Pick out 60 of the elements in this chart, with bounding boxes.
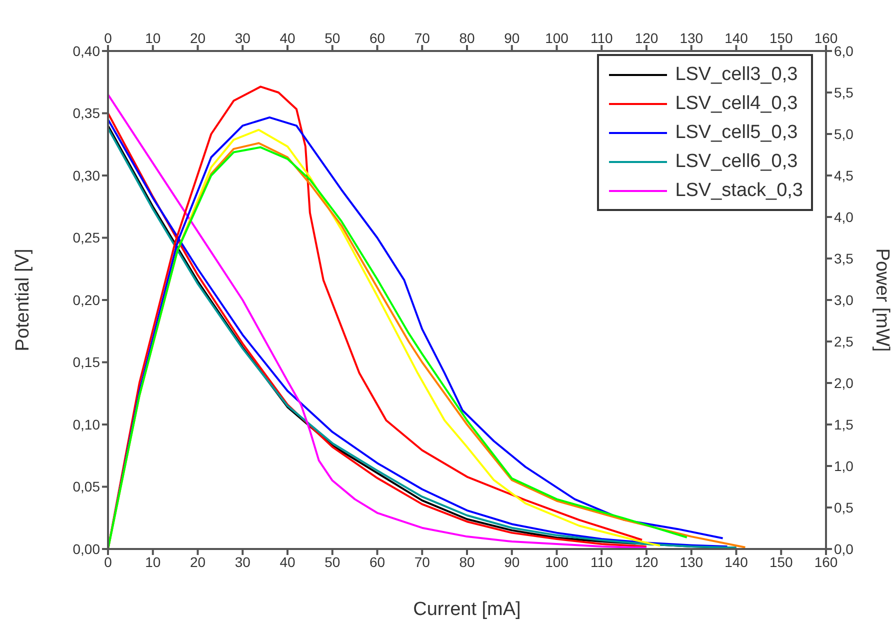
y2-tick-label: 3,5 bbox=[834, 250, 854, 266]
x2-tick-label: 30 bbox=[234, 30, 251, 46]
x2-tick-label: 140 bbox=[724, 30, 748, 46]
y2-tick-label: 5,0 bbox=[834, 126, 854, 142]
x-tick-label: 40 bbox=[280, 554, 296, 570]
x-tick-label: 0 bbox=[104, 554, 112, 570]
y-axis-title: Potential [V] bbox=[12, 248, 34, 352]
x2-tick-label: 60 bbox=[369, 30, 386, 46]
y2-tick-label: 5,5 bbox=[834, 84, 854, 100]
y-tick-label: 0,25 bbox=[72, 230, 100, 246]
y2-tick-label: 1,0 bbox=[834, 458, 854, 474]
y2-tick-label: 3,0 bbox=[834, 292, 854, 308]
x2-tick-label: 50 bbox=[324, 30, 340, 46]
x2-tick-label: 120 bbox=[634, 30, 658, 46]
y-tick-label: 0,40 bbox=[72, 42, 100, 59]
x2-tick-label: 80 bbox=[459, 30, 475, 46]
y-tick-label: 0,35 bbox=[72, 105, 100, 122]
y-tick-label: 0,00 bbox=[72, 540, 100, 557]
legend-label: LSV_stack_0,3 bbox=[675, 180, 803, 202]
x2-tick-label: 20 bbox=[190, 30, 206, 46]
x2-tick-label: 130 bbox=[680, 30, 704, 46]
x-tick-label: 140 bbox=[724, 554, 748, 570]
y2-tick-label: 4,0 bbox=[834, 208, 854, 225]
x-tick-label: 100 bbox=[545, 554, 569, 570]
x2-tick-label: 100 bbox=[545, 30, 569, 46]
y-tick-label: 0,30 bbox=[72, 167, 100, 184]
x-tick-label: 50 bbox=[324, 554, 340, 570]
x-tick-label: 10 bbox=[145, 554, 161, 570]
x2-tick-label: 110 bbox=[590, 30, 613, 46]
x2-tick-label: 0 bbox=[104, 30, 112, 46]
y2-axis-title: Power [mW] bbox=[871, 248, 892, 352]
x2-tick-label: 40 bbox=[280, 30, 296, 46]
legend-label: LSV_cell5_0,3 bbox=[675, 122, 798, 144]
x-axis-title: Current [mA] bbox=[413, 599, 521, 620]
x-tick-label: 30 bbox=[234, 554, 251, 570]
legend-label: LSV_cell6_0,3 bbox=[675, 150, 798, 172]
x2-tick-label: 150 bbox=[769, 30, 794, 46]
y2-tick-label: 2,0 bbox=[834, 374, 854, 391]
x-tick-label: 20 bbox=[190, 554, 206, 570]
y-tick-label: 0,05 bbox=[72, 478, 100, 495]
y2-tick-label: 2,5 bbox=[834, 333, 854, 350]
y-tick-label: 0,15 bbox=[72, 354, 100, 370]
x-tick-label: 150 bbox=[769, 554, 794, 570]
y-tick-label: 0,10 bbox=[72, 416, 100, 432]
y2-tick-label: 1,5 bbox=[834, 416, 854, 432]
x-tick-label: 120 bbox=[634, 554, 658, 570]
y2-tick-label: 0,5 bbox=[834, 499, 854, 516]
y-tick-label: 0,20 bbox=[72, 292, 100, 308]
x-tick-label: 70 bbox=[414, 554, 430, 570]
x-tick-label: 80 bbox=[459, 554, 475, 570]
legend-label: LSV_cell4_0,3 bbox=[675, 92, 798, 114]
y2-tick-label: 4,5 bbox=[834, 167, 854, 184]
x2-tick-label: 90 bbox=[504, 30, 520, 46]
x-tick-label: 130 bbox=[680, 554, 704, 570]
legend-label: LSV_cell3_0,3 bbox=[675, 64, 798, 86]
x-tick-label: 90 bbox=[504, 554, 520, 570]
x2-tick-label: 10 bbox=[145, 30, 161, 46]
x2-tick-label: 70 bbox=[414, 30, 430, 46]
x-tick-label: 110 bbox=[590, 554, 613, 570]
x-tick-label: 60 bbox=[369, 554, 386, 570]
